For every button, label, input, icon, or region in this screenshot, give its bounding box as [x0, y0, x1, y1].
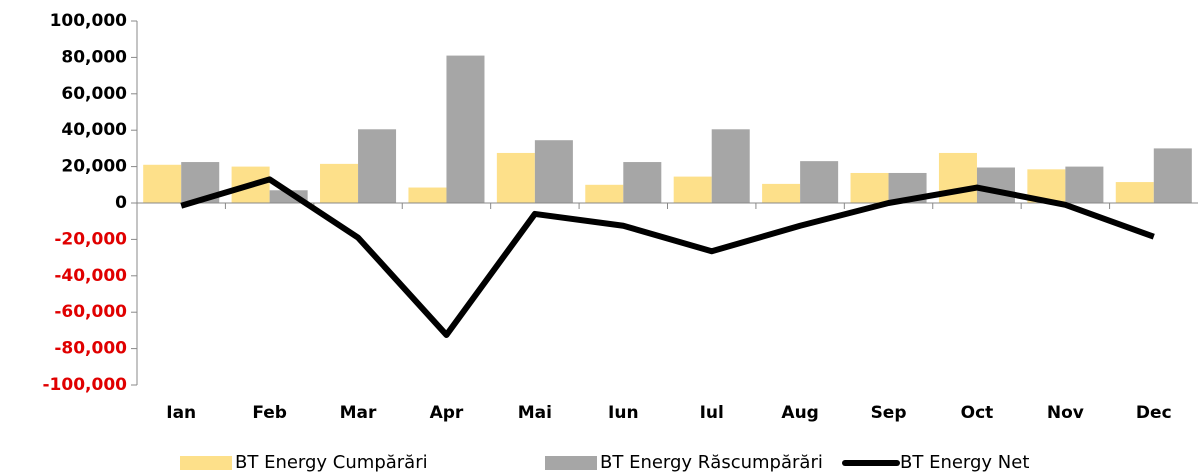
y-tick-label: 60,000 — [61, 84, 127, 104]
legend-swatch — [545, 456, 597, 470]
bar — [1153, 148, 1192, 203]
y-tick-label: -80,000 — [54, 339, 127, 359]
y-tick-label: -60,000 — [54, 302, 127, 322]
bar — [623, 162, 662, 203]
y-tick-label: 0 — [115, 193, 127, 213]
x-tick-label: Sep — [871, 403, 907, 423]
bar — [446, 55, 485, 203]
x-tick-label: Aug — [781, 403, 818, 423]
y-tick-label: -40,000 — [54, 266, 127, 286]
bar — [496, 152, 535, 203]
y-tick-label: 20,000 — [61, 157, 127, 177]
x-tick-label: Oct — [961, 403, 994, 423]
net-line — [180, 176, 1155, 338]
y-tick-label: 80,000 — [61, 47, 127, 67]
legend-label: BT Energy Net — [900, 452, 1029, 473]
bar — [850, 172, 889, 203]
x-tick-label: Apr — [430, 403, 464, 423]
x-tick-label: Feb — [252, 403, 287, 423]
bar — [358, 129, 397, 203]
x-tick-label: Mai — [518, 403, 552, 423]
x-tick-label: Ian — [166, 403, 196, 423]
x-tick-label: Iun — [608, 403, 639, 423]
x-tick-label: Nov — [1047, 403, 1084, 423]
y-tick-label: -20,000 — [54, 229, 127, 249]
bar — [320, 163, 359, 203]
bar — [976, 167, 1015, 203]
x-tick-label: Iul — [700, 403, 724, 423]
bar — [408, 187, 447, 203]
bar — [1115, 182, 1154, 203]
legend-swatch — [180, 456, 232, 470]
bar — [762, 183, 801, 203]
y-tick-label: 40,000 — [61, 120, 127, 140]
bar — [673, 176, 712, 203]
bar — [1065, 166, 1104, 203]
bar — [800, 161, 839, 203]
bar — [585, 184, 624, 203]
y-tick-label: 100,000 — [50, 11, 128, 31]
bar — [711, 129, 750, 203]
x-tick-label: Dec — [1136, 403, 1172, 423]
legend-label: BT Energy Răscumpărări — [600, 452, 823, 473]
y-tick-label: -100,000 — [43, 375, 128, 395]
x-tick-label: Mar — [340, 403, 377, 423]
legend-label: BT Energy Cumpărări — [235, 452, 428, 473]
bar — [143, 164, 182, 203]
bar — [534, 140, 573, 203]
